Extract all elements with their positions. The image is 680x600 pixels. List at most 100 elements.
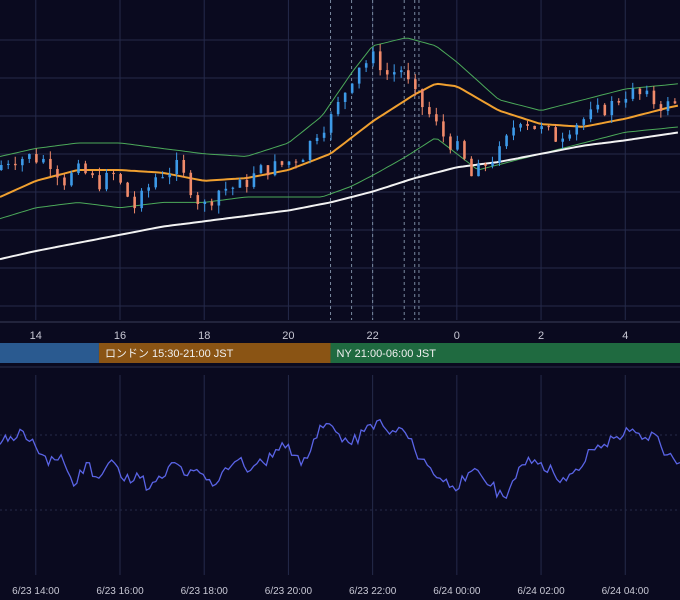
bollinger-lower [0, 126, 678, 220]
candle-54 [378, 44, 382, 76]
candle-30 [210, 198, 214, 211]
candle-70 [491, 156, 494, 169]
top-tick-label-0: 14 [30, 330, 42, 342]
candle-15 [105, 169, 108, 192]
candle-77 [540, 122, 543, 134]
candle-87 [610, 96, 614, 123]
candle-22 [154, 173, 157, 190]
candle-47 [329, 111, 333, 141]
bottom-tick-label-5: 6/24 00:00 [433, 586, 481, 597]
candle-57 [400, 66, 403, 78]
candle-95 [666, 96, 670, 116]
bottom-axis-ticks: 6/23 14:00 6/23 16:00 6/23 18:00 6/23 20:00… [12, 586, 649, 597]
candle-42 [294, 159, 298, 169]
candle-96 [673, 98, 677, 105]
candle-64 [449, 133, 452, 154]
candle-63 [442, 114, 445, 143]
candle-84 [589, 101, 593, 123]
candle-66 [463, 139, 466, 161]
ma-long [0, 131, 679, 261]
candle-16 [112, 169, 115, 181]
session-ny [330, 343, 680, 363]
candlesticks [0, 44, 677, 214]
top-tick-label-7: 4 [622, 330, 628, 342]
session-london-label: ロンドン 15:30-21:00 JST [105, 348, 234, 360]
candle-81 [568, 130, 572, 141]
candle-53 [371, 47, 375, 67]
session-ny-label: NY 21:00-06:00 JST [337, 348, 437, 360]
candle-52 [364, 60, 368, 73]
candle-40 [280, 160, 284, 168]
candle-61 [428, 101, 431, 118]
bottom-tick-label-4: 6/23 22:00 [349, 586, 397, 597]
bollinger-bands [0, 37, 678, 220]
candle-78 [547, 125, 550, 131]
candle-55 [385, 62, 389, 80]
oscillator-line [0, 418, 680, 500]
candle-10 [70, 170, 73, 187]
candle-11 [77, 159, 80, 175]
candle-5 [35, 148, 38, 164]
candle-62 [435, 107, 438, 126]
candle-85 [596, 98, 600, 113]
candle-74 [519, 122, 522, 132]
candle-44 [308, 140, 312, 164]
top-tick-label-5: 0 [454, 330, 460, 342]
candle-6 [42, 154, 45, 164]
top-tick-label-3: 20 [282, 330, 294, 342]
candle-56 [392, 64, 396, 82]
candle-20 [140, 188, 143, 212]
candle-0 [0, 160, 3, 171]
candle-39 [273, 154, 277, 177]
candle-90 [631, 82, 635, 102]
candle-13 [91, 170, 94, 178]
candle-51 [357, 67, 361, 89]
candle-43 [301, 158, 305, 163]
candle-37 [259, 163, 263, 174]
candle-18 [126, 181, 129, 198]
candle-59 [414, 74, 417, 96]
candle-32 [224, 181, 228, 196]
candle-82 [575, 123, 579, 141]
candle-12 [84, 160, 87, 175]
top-tick-label-4: 22 [367, 330, 379, 342]
candle-91 [638, 87, 642, 100]
candle-27 [189, 170, 193, 199]
candle-67 [470, 156, 473, 177]
candle-73 [512, 120, 515, 141]
top-tick-label-6: 2 [538, 330, 544, 342]
top-tick-label-2: 18 [198, 330, 210, 342]
bottom-tick-label-3: 6/23 20:00 [265, 586, 313, 597]
candle-8 [56, 165, 59, 186]
candle-72 [505, 134, 508, 149]
candle-7 [49, 151, 52, 177]
candle-41 [287, 161, 291, 168]
candle-80 [561, 132, 565, 149]
candle-86 [603, 103, 607, 117]
top-axis-ticks: 14 16 18 20 22 0 2 4 [30, 330, 629, 342]
oscillator-series [0, 418, 680, 500]
candle-29 [203, 199, 207, 212]
candle-25 [175, 152, 179, 181]
candle-38 [266, 165, 270, 180]
candle-60 [421, 88, 424, 115]
candle-9 [63, 174, 66, 190]
bottom-tick-label-2: 6/23 18:00 [181, 586, 229, 597]
candle-65 [456, 135, 459, 151]
candle-93 [652, 86, 656, 109]
candle-75 [526, 120, 529, 131]
candle-48 [336, 96, 340, 117]
candle-58 [407, 62, 410, 84]
candle-23 [161, 171, 165, 179]
session-marker-lines [330, 0, 420, 320]
bottom-tick-label-0: 6/23 14:00 [12, 586, 60, 597]
candle-92 [645, 85, 649, 97]
top-tick-label-1: 16 [114, 330, 126, 342]
bottom-tick-label-1: 6/23 16:00 [96, 586, 144, 597]
candle-88 [617, 98, 621, 106]
candle-34 [238, 177, 242, 188]
bottom-tick-label-6: 6/24 02:00 [517, 586, 565, 597]
candle-14 [98, 167, 101, 192]
